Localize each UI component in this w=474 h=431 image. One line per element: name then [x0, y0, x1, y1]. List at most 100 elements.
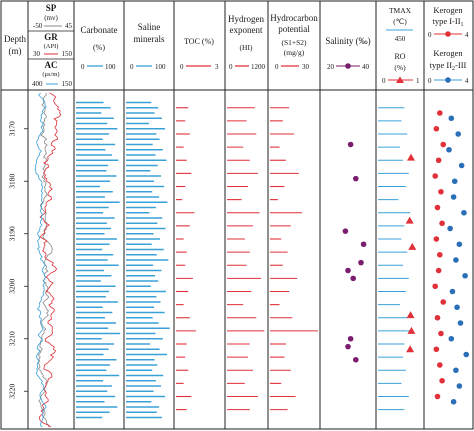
kerogen-type-II-III-point — [461, 209, 467, 216]
carbonate-min: 0 — [81, 63, 85, 71]
sp-curve — [37, 92, 53, 428]
hi-track — [227, 107, 265, 411]
kerogen-bot-label-2: type II2-III — [430, 60, 467, 72]
ac-curve — [34, 92, 47, 428]
kerogen-type-I-II-point — [438, 330, 444, 337]
sp-min: -50 — [33, 22, 43, 30]
kerogen-track — [432, 110, 470, 405]
depth-tick-label: 3190 — [8, 226, 17, 241]
kerogen-type-II-III-point — [456, 383, 463, 389]
kerogen-bot-legend-dot — [445, 77, 451, 83]
salinity-point — [347, 141, 354, 148]
tmax-label: TMAX — [389, 6, 412, 15]
toc-label: TOC (%) — [184, 37, 214, 46]
log-curves-track — [34, 92, 62, 428]
salinity-max: 40 — [362, 63, 370, 71]
kerogen-type-I-II-point — [434, 204, 441, 211]
kerogen-type-I-II-point — [435, 157, 442, 164]
carbonate-track — [76, 101, 121, 419]
kerogen-type-II-III-point — [448, 115, 455, 122]
depth-label: Depth — [4, 34, 26, 44]
kerogen-type-I-II-point — [433, 346, 440, 353]
depth-unit: (m) — [9, 46, 22, 56]
salinity-min: 20 — [327, 63, 335, 71]
sp-max: 45 — [65, 22, 73, 30]
kerogen-type-II-III-point — [447, 225, 453, 232]
gr-unit: (API) — [44, 43, 59, 50]
salinity-track — [342, 141, 367, 363]
kerogen-type-II-III-point — [453, 257, 459, 263]
kerogen-top-min: 0 — [428, 31, 432, 39]
hi-max: 1200 — [251, 63, 266, 71]
kerogen-type-II-III-point — [451, 178, 458, 185]
saline-max: 100 — [155, 63, 166, 71]
ro-min: 0 — [382, 77, 386, 85]
carbonate-max: 100 — [105, 63, 116, 71]
saline-label-2: minerals — [134, 34, 165, 44]
kerogen-type-II-III-point — [453, 367, 459, 374]
kerogen-type-I-II-point — [435, 267, 442, 274]
salinity-legend-dot — [345, 63, 351, 69]
ro-point — [406, 345, 415, 353]
kerogen-type-II-III-point — [450, 398, 457, 405]
kerogen-top-max: 4 — [465, 31, 469, 39]
salinity-point — [358, 259, 364, 266]
kerogen-bot-label-1: Kerogen — [433, 48, 463, 58]
gr-min: 30 — [33, 50, 41, 58]
kerogen-bot-min: 0 — [428, 77, 432, 85]
kerogen-type-I-II-point — [437, 362, 443, 368]
toc-max: 3 — [215, 63, 219, 71]
salinity-point — [353, 175, 359, 182]
carbonate-unit: (%) — [93, 43, 105, 52]
depth-tick-label: 3170 — [8, 121, 17, 136]
kerogen-type-II-III-point — [448, 335, 455, 342]
ac-max: 150 — [62, 80, 73, 88]
tmax-min: 450 — [395, 35, 406, 43]
hi-label-1: Hydrogen — [228, 14, 264, 24]
salinity-point — [360, 241, 367, 248]
salinity-point — [347, 335, 354, 342]
toc-track — [176, 107, 196, 411]
salinity-point — [353, 356, 359, 363]
gr-label: GR — [44, 32, 58, 42]
kerogen-type-II-III-point — [446, 146, 452, 153]
depth-axis: 3170 3180 3190 3200 3210 3220 — [8, 121, 28, 399]
kerogen-type-I-II-point — [440, 299, 447, 305]
ro-label: RO — [394, 52, 405, 61]
sp-unit: (mv) — [44, 14, 58, 22]
salinity-point — [342, 228, 349, 234]
kerogen-type-I-II-point — [437, 251, 443, 258]
kerogen-type-I-II-point — [432, 283, 439, 290]
kerogen-type-II-III-point — [462, 272, 468, 279]
ro-point — [405, 216, 414, 224]
depth-tick-label: 3210 — [8, 331, 17, 346]
kerogen-top-label-2: type I-II1 — [432, 16, 463, 28]
s1s2-min: 0 — [275, 63, 279, 71]
depth-tick-label: 3180 — [8, 174, 17, 189]
kerogen-type-I-II-point — [433, 125, 440, 132]
kerogen-top-legend-dot — [445, 31, 451, 37]
kerogen-type-I-II-point — [433, 236, 440, 242]
kerogen-type-II-III-point — [449, 288, 456, 295]
kerogen-type-II-III-point — [450, 194, 457, 200]
ac-min: 400 — [32, 80, 43, 88]
hi-unit: (HI) — [240, 43, 253, 52]
ro-point — [406, 311, 415, 319]
kerogen-bot-max: 4 — [465, 77, 469, 85]
toc-min: 0 — [180, 63, 184, 71]
kerogen-top-label-1: Kerogen — [433, 5, 463, 15]
kerogen-type-II-III-point — [458, 162, 465, 169]
saline-min: 0 — [130, 63, 134, 71]
salinity-point — [345, 343, 351, 350]
kerogen-type-II-III-point — [463, 351, 470, 358]
kerogen-type-II-III-point — [455, 131, 462, 137]
tmax-track — [378, 107, 417, 411]
s1s2-label-3: (S1+S2) — [281, 38, 307, 47]
depth-tick-label: 3220 — [8, 384, 17, 399]
s1s2-track — [270, 107, 318, 411]
ac-label: AC — [45, 60, 58, 70]
saline-label-1: Saline — [138, 22, 161, 32]
kerogen-type-I-II-point — [439, 377, 445, 384]
kerogen-type-I-II-point — [440, 141, 447, 148]
saline-track — [126, 101, 170, 419]
